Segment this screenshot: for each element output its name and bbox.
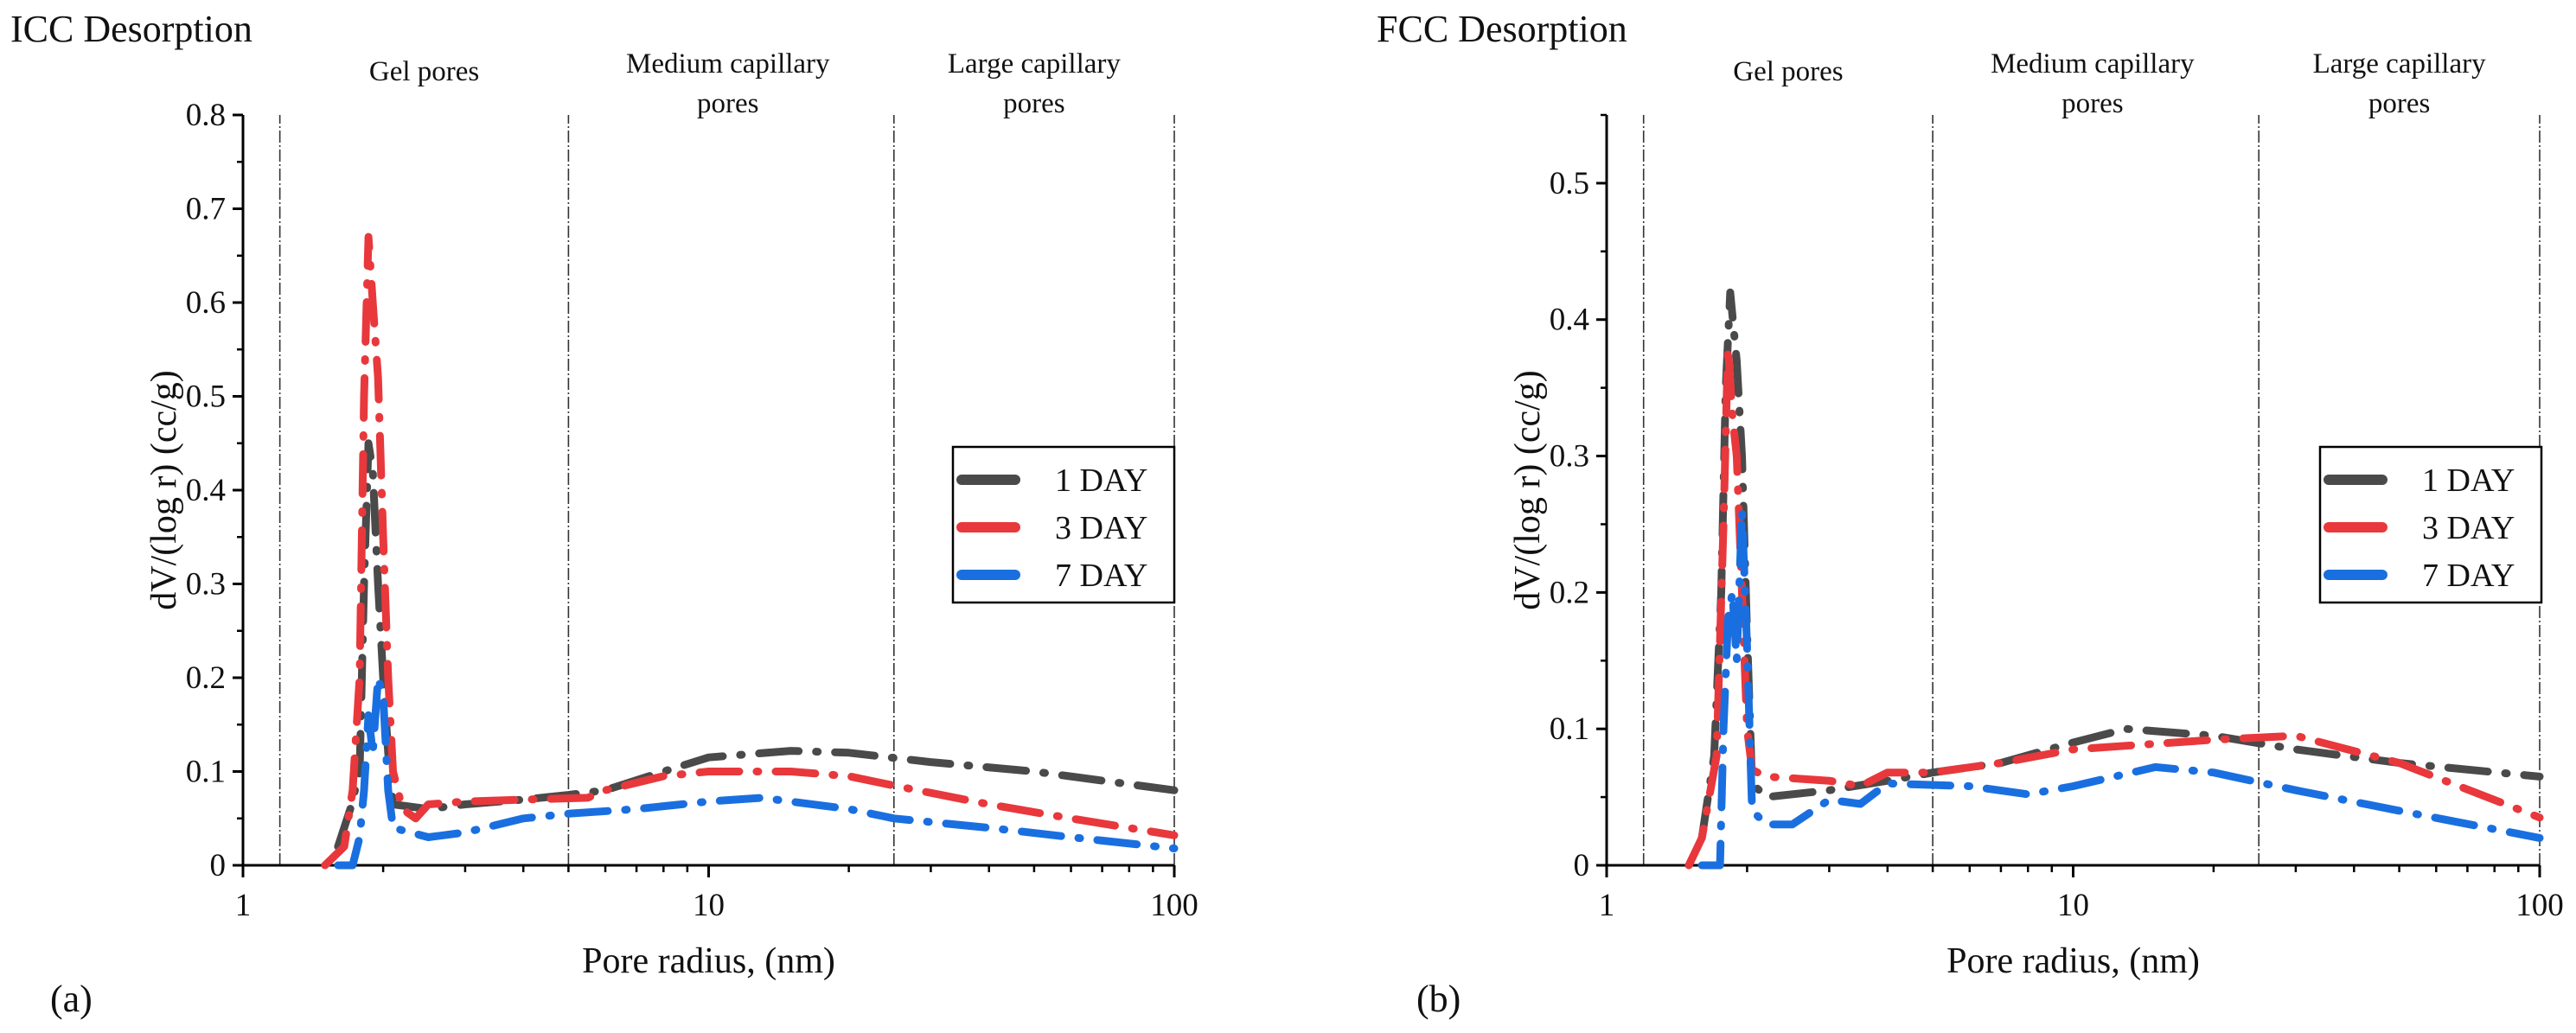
series-line-3-day — [321, 233, 1179, 870]
y-tick-label: 0.7 — [186, 192, 226, 227]
x-tick-label: 10 — [693, 888, 725, 923]
y-tick-label: 0.3 — [186, 567, 226, 603]
legend-label: 3 DAY — [2422, 510, 2515, 546]
y-tick-label: 0.2 — [186, 660, 226, 696]
y-tick-label: 0 — [1574, 848, 1590, 883]
x-tick-label: 100 — [2515, 888, 2564, 923]
legend-label: 1 DAY — [2422, 462, 2515, 499]
legend: 1 DAY 3 DAY 7 DAY — [2318, 445, 2543, 604]
chart-panel-a: ICC Desorption (a) Gel pores Medium capilla… — [10, 8, 1199, 1020]
region-label: pores — [1003, 88, 1064, 119]
region-label: pores — [2061, 88, 2123, 119]
region-label: pores — [697, 88, 758, 119]
y-tick-label: 0.5 — [1550, 166, 1589, 201]
y-tick-label: 0.1 — [186, 755, 226, 790]
region-label: pores — [2368, 88, 2430, 119]
region-label: Large capillary — [2313, 48, 2487, 80]
x-tick-label: 100 — [1150, 888, 1199, 923]
region-label: Medium capillary — [1991, 48, 2195, 80]
legend-label: 1 DAY — [1055, 462, 1147, 499]
x-axis-label: Pore radius, (nm) — [582, 941, 835, 981]
y-tick-label: 0.1 — [1550, 711, 1589, 747]
region-label: Medium capillary — [626, 48, 830, 80]
chart-title: ICC Desorption — [10, 8, 252, 50]
region-label: Gel pores — [1733, 56, 1843, 87]
legend: 1 DAY 3 DAY 7 DAY — [951, 445, 1176, 604]
series-line-1-day — [334, 439, 1179, 851]
y-tick-label: 0.3 — [1550, 439, 1589, 475]
y-tick-label: 0 — [210, 848, 227, 883]
chart-title: FCC Desorption — [1377, 8, 1627, 50]
chart-panel-b: FCC Desorption (b) Gel pores Medium capilla… — [1377, 8, 2564, 1020]
y-tick-label: 0.4 — [1550, 303, 1589, 338]
legend-label: 7 DAY — [2422, 558, 2515, 594]
y-tick-label: 0.8 — [186, 98, 226, 133]
region-label: Large capillary — [948, 48, 1122, 80]
x-axis-label: Pore radius, (nm) — [1946, 941, 2200, 981]
y-axis-label: dV/(log r) (cc/g) — [144, 370, 184, 610]
series-line-3-day — [1684, 342, 2544, 870]
y-tick-label: 0.6 — [186, 285, 226, 321]
x-tick-label: 10 — [2057, 888, 2089, 923]
panel-label: (b) — [1416, 978, 1461, 1020]
y-tick-label: 0.4 — [186, 473, 226, 508]
series-line-7-day — [1697, 507, 2544, 870]
y-tick-label: 0.2 — [1550, 575, 1589, 610]
legend-label: 3 DAY — [1055, 510, 1147, 546]
series-line-7-day — [334, 673, 1179, 870]
x-tick-label: 1 — [235, 888, 252, 923]
panel-label: (a) — [50, 978, 93, 1020]
y-tick-label: 0.5 — [186, 379, 226, 415]
region-label: Gel pores — [369, 56, 479, 87]
legend-label: 7 DAY — [1055, 558, 1147, 594]
y-axis-label: dV/(log r) (cc/g) — [1508, 370, 1548, 610]
x-tick-label: 1 — [1599, 888, 1615, 923]
